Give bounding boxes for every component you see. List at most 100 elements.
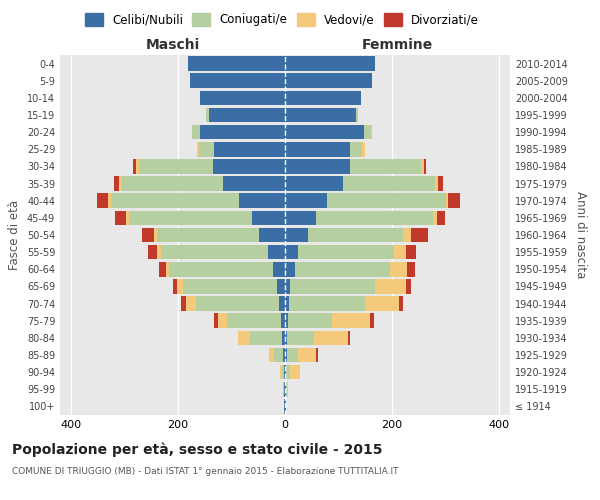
Bar <box>214 314 218 328</box>
Text: Femmine: Femmine <box>362 38 433 52</box>
Bar <box>281 314 285 328</box>
Bar <box>157 228 259 242</box>
Bar <box>177 279 183 293</box>
Bar <box>278 296 285 311</box>
Text: COMUNE DI TRIUGGIO (MB) - Dati ISTAT 1° gennaio 2015 - Elaborazione TUTTITALIA.I: COMUNE DI TRIUGGIO (MB) - Dati ISTAT 1° … <box>12 468 398 476</box>
Bar <box>97 194 108 208</box>
Bar <box>316 348 318 362</box>
Bar <box>437 210 445 225</box>
Bar <box>406 245 416 260</box>
Bar <box>285 210 316 225</box>
Bar <box>285 125 364 140</box>
Bar <box>238 330 250 345</box>
Bar <box>282 365 284 380</box>
Bar <box>113 176 119 191</box>
Bar <box>285 314 287 328</box>
Bar <box>268 245 285 260</box>
Bar <box>390 262 407 276</box>
Bar <box>122 176 223 191</box>
Bar <box>285 262 295 276</box>
Bar <box>308 228 403 242</box>
Bar <box>197 142 199 156</box>
Y-axis label: Fasce di età: Fasce di età <box>8 200 21 270</box>
Bar <box>286 365 290 380</box>
Bar <box>280 365 282 380</box>
Bar <box>285 330 287 345</box>
Bar <box>193 125 200 140</box>
Bar <box>200 90 285 105</box>
Bar <box>169 262 273 276</box>
Bar <box>187 56 285 71</box>
Bar <box>285 142 350 156</box>
Bar <box>285 348 287 362</box>
Bar <box>111 194 239 208</box>
Bar <box>274 348 283 362</box>
Bar <box>259 228 285 242</box>
Bar <box>285 159 350 174</box>
Legend: Celibi/Nubili, Coniugati/e, Vedovi/e, Divorziati/e: Celibi/Nubili, Coniugati/e, Vedovi/e, Di… <box>85 14 479 26</box>
Bar <box>206 108 209 122</box>
Bar <box>285 56 375 71</box>
Bar <box>108 194 111 208</box>
Bar <box>446 194 448 208</box>
Bar <box>115 210 126 225</box>
Bar <box>277 279 285 293</box>
Bar <box>250 330 283 345</box>
Bar <box>252 210 285 225</box>
Bar <box>283 348 285 362</box>
Bar <box>448 194 460 208</box>
Bar <box>285 365 286 380</box>
Bar <box>166 262 169 276</box>
Bar <box>286 382 287 396</box>
Bar <box>285 194 327 208</box>
Bar <box>350 142 362 156</box>
Bar <box>287 330 314 345</box>
Bar <box>200 125 285 140</box>
Bar <box>285 90 361 105</box>
Bar <box>370 314 374 328</box>
Bar <box>119 176 122 191</box>
Bar <box>161 245 268 260</box>
Bar <box>295 262 390 276</box>
Bar <box>327 194 446 208</box>
Bar <box>136 159 139 174</box>
Bar <box>287 314 332 328</box>
Bar <box>437 176 443 191</box>
Bar <box>285 279 290 293</box>
Bar <box>283 330 285 345</box>
Bar <box>398 296 403 311</box>
Bar <box>298 245 394 260</box>
Bar <box>298 348 316 362</box>
Bar <box>285 245 298 260</box>
Bar <box>223 176 285 191</box>
Bar <box>316 210 433 225</box>
Bar <box>285 176 343 191</box>
Bar <box>227 314 281 328</box>
Bar <box>332 314 370 328</box>
Bar <box>183 279 277 293</box>
Bar <box>356 108 358 122</box>
Bar <box>343 176 435 191</box>
Bar <box>142 228 154 242</box>
Bar <box>287 348 298 362</box>
Bar <box>365 296 398 311</box>
Bar <box>128 210 252 225</box>
Bar <box>290 365 300 380</box>
Bar <box>285 228 308 242</box>
Bar <box>154 228 157 242</box>
Bar <box>212 159 285 174</box>
Bar <box>371 125 372 140</box>
Bar <box>159 262 166 276</box>
Bar <box>285 108 356 122</box>
Text: Maschi: Maschi <box>145 38 200 52</box>
Bar <box>314 330 347 345</box>
Bar <box>218 314 227 328</box>
Bar <box>181 296 186 311</box>
Bar <box>433 210 437 225</box>
Bar <box>273 262 285 276</box>
Bar <box>375 279 406 293</box>
Bar <box>269 348 274 362</box>
Bar <box>362 142 365 156</box>
Bar <box>403 228 412 242</box>
Bar <box>412 228 427 242</box>
